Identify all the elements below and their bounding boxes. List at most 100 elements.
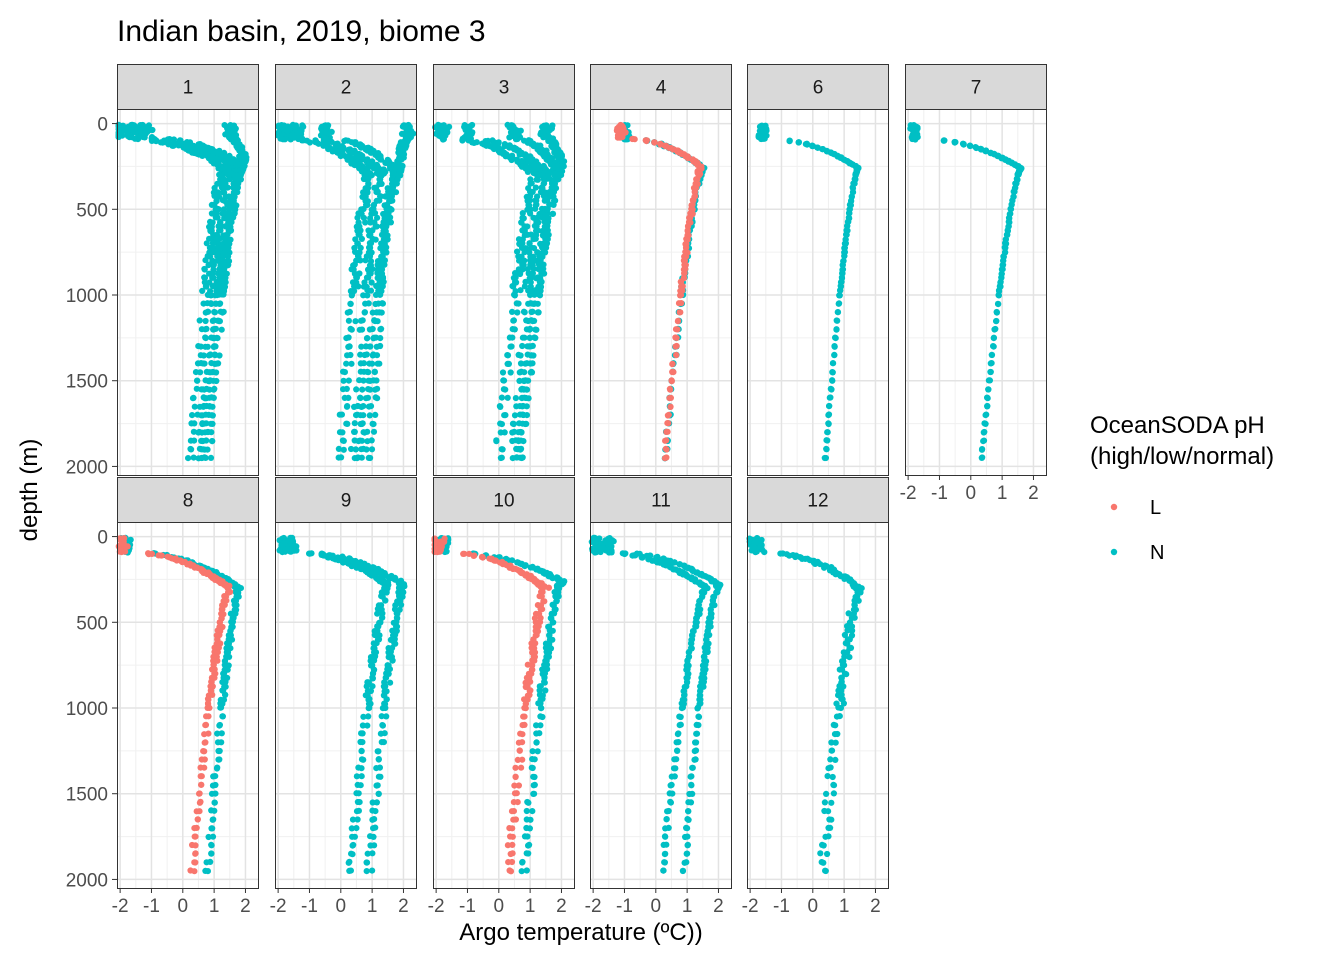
data-point-N: [364, 394, 372, 401]
data-point-N: [825, 824, 832, 832]
data-point-N: [337, 153, 344, 160]
data-point-N: [526, 334, 533, 341]
data-point-L: [675, 300, 683, 307]
data-point-N: [208, 807, 215, 814]
data-point-N: [843, 231, 850, 238]
data-point-N: [824, 429, 831, 436]
data-point-N: [526, 841, 533, 849]
data-point-N: [377, 773, 384, 780]
data-point-N: [282, 548, 289, 555]
data-point-N: [697, 687, 704, 694]
data-point-N: [374, 214, 381, 221]
data-point-N: [532, 287, 539, 294]
data-point-N: [511, 292, 518, 299]
data-point-N: [234, 184, 241, 191]
data-point-N: [185, 455, 192, 462]
data-point-L: [664, 420, 671, 427]
data-point-N: [358, 235, 365, 242]
data-point-N: [527, 816, 534, 823]
data-point-N: [982, 147, 990, 154]
panel-border: [433, 109, 575, 476]
data-point-N: [521, 833, 529, 840]
facet-strip: [747, 477, 889, 523]
data-point-N: [225, 210, 232, 217]
data-point-N: [538, 705, 545, 712]
panel-border: [117, 522, 259, 889]
data-point-N: [527, 197, 534, 204]
data-point-L: [508, 858, 516, 866]
data-point-N: [351, 428, 358, 435]
points-7: [907, 122, 1025, 461]
data-point-N: [210, 816, 217, 823]
data-point-N: [674, 731, 682, 738]
data-point-N: [544, 235, 551, 242]
data-point-N: [822, 867, 829, 875]
data-point-N: [530, 782, 537, 789]
data-point-N: [370, 825, 377, 832]
data-point-N: [533, 326, 540, 333]
data-point-N: [510, 283, 517, 290]
data-point-N: [363, 683, 370, 690]
data-point-N: [386, 666, 393, 673]
data-point-N: [539, 713, 546, 721]
data-point-L: [545, 584, 552, 591]
data-point-N: [219, 679, 226, 686]
data-point-N: [206, 386, 213, 393]
data-point-N: [287, 548, 294, 555]
data-point-N: [357, 394, 364, 401]
data-point-N: [211, 799, 218, 806]
data-point-N: [960, 141, 967, 148]
data-point-N: [371, 631, 378, 639]
x-tick-label: -2: [112, 896, 129, 917]
facet-panel-7: 7-2 -1 0 1 2: [900, 64, 1047, 504]
chart-title: Indian basin, 2019, biome 3: [117, 15, 486, 48]
data-point-N: [387, 679, 394, 686]
data-point-N: [519, 214, 526, 221]
data-point-N: [845, 210, 853, 217]
data-point-L: [667, 394, 675, 401]
facet-strip-label: 2: [341, 78, 352, 99]
x-tick-label: -1: [616, 896, 633, 917]
data-point-N: [354, 454, 362, 461]
points-2: [275, 121, 417, 462]
data-point-N: [370, 428, 378, 435]
data-point-N: [377, 342, 384, 350]
data-point-N: [200, 420, 208, 427]
data-point-N: [204, 868, 211, 875]
data-point-N: [380, 739, 387, 746]
data-point-N: [817, 850, 824, 857]
data-point-N: [831, 352, 838, 359]
data-point-N: [995, 301, 1002, 308]
data-point-N: [367, 842, 374, 849]
data-point-N: [684, 657, 691, 664]
data-point-L: [197, 798, 204, 805]
data-point-N: [674, 747, 681, 755]
panel-background: [747, 109, 889, 476]
data-point-N: [187, 144, 195, 151]
data-point-N: [536, 292, 543, 299]
data-point-L: [532, 640, 539, 647]
data-point-L: [202, 721, 210, 729]
data-point-N: [365, 454, 372, 461]
data-point-N: [832, 739, 839, 746]
y-tick-label: 2000: [66, 457, 108, 478]
data-point-N: [216, 274, 223, 281]
data-point-N: [671, 559, 678, 566]
data-point-N: [520, 411, 527, 418]
data-point-N: [692, 756, 699, 763]
data-point-N: [216, 747, 223, 755]
data-point-L: [227, 588, 234, 596]
data-point-N: [115, 133, 122, 141]
data-point-N: [667, 798, 674, 805]
data-point-N: [369, 867, 376, 874]
data-point-N: [221, 265, 228, 272]
data-point-N: [279, 136, 287, 143]
data-point-N: [551, 610, 558, 617]
data-point-N: [912, 136, 919, 143]
data-point-N: [207, 300, 214, 307]
data-point-N: [700, 678, 708, 686]
data-point-N: [507, 343, 514, 350]
data-point-N: [370, 640, 377, 647]
data-point-N: [978, 454, 985, 461]
data-point-N: [365, 386, 372, 393]
